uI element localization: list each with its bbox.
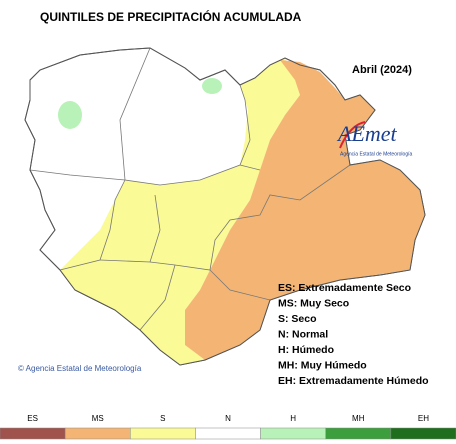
scale-swatch (260, 427, 326, 440)
legend-entry: S: Seco (278, 313, 317, 325)
province-border (139, 264, 176, 331)
scale-label: EH (418, 414, 429, 423)
legend-entry: MS: Muy Seco (278, 297, 349, 309)
scale-label: S (160, 414, 165, 423)
legend-entry: MH: Muy Húmedo (278, 359, 367, 371)
province-border (99, 194, 161, 263)
logo-swoosh (339, 121, 366, 149)
scale-swatch (0, 427, 66, 440)
title: QUINTILES DE PRECIPITACIÓN ACUMULADA (40, 9, 302, 24)
legend-entry: ES: Extremadamente Seco (278, 282, 411, 294)
province-border (149, 164, 351, 271)
logo-subtitle: Agencia Estatal de Meteorología (340, 151, 412, 157)
logo-text: AEmet (336, 121, 398, 146)
very-dry-area (185, 60, 425, 360)
province-border (239, 164, 261, 171)
dry-area (60, 58, 300, 365)
scale-label: ES (27, 414, 38, 423)
logo: AEmet Agencia Estatal de Meteorología (336, 121, 412, 157)
period: Abril (2024) (352, 64, 412, 76)
legend-entry: N: Normal (278, 328, 328, 340)
legend-entry: H: Húmedo (278, 344, 334, 356)
scale-swatch (195, 427, 261, 440)
province-border (119, 47, 151, 181)
scale-swatch (390, 427, 456, 440)
scale-swatch (64, 427, 131, 440)
scale-swatch (130, 427, 196, 440)
region-border (24, 47, 426, 366)
wet-area (58, 101, 82, 129)
province-border (29, 84, 251, 186)
province-border (209, 269, 271, 301)
province-border (59, 179, 126, 271)
scale-swatch (325, 427, 392, 440)
legend: ES: Extremadamente Seco MS: Muy Seco S: Se… (278, 282, 429, 387)
scale-label: MS (92, 414, 104, 423)
map (24, 47, 426, 366)
legend-entry: EH: Extremadamente Húmedo (278, 375, 429, 387)
copyright: © Agencia Estatal de Meteorología (18, 364, 142, 373)
scale-label: H (290, 414, 296, 423)
scale-label: N (225, 414, 231, 423)
scale-label: MH (352, 414, 365, 423)
color-scale: ES MS S N H MH EH (0, 414, 456, 440)
wet-area (202, 78, 222, 94)
